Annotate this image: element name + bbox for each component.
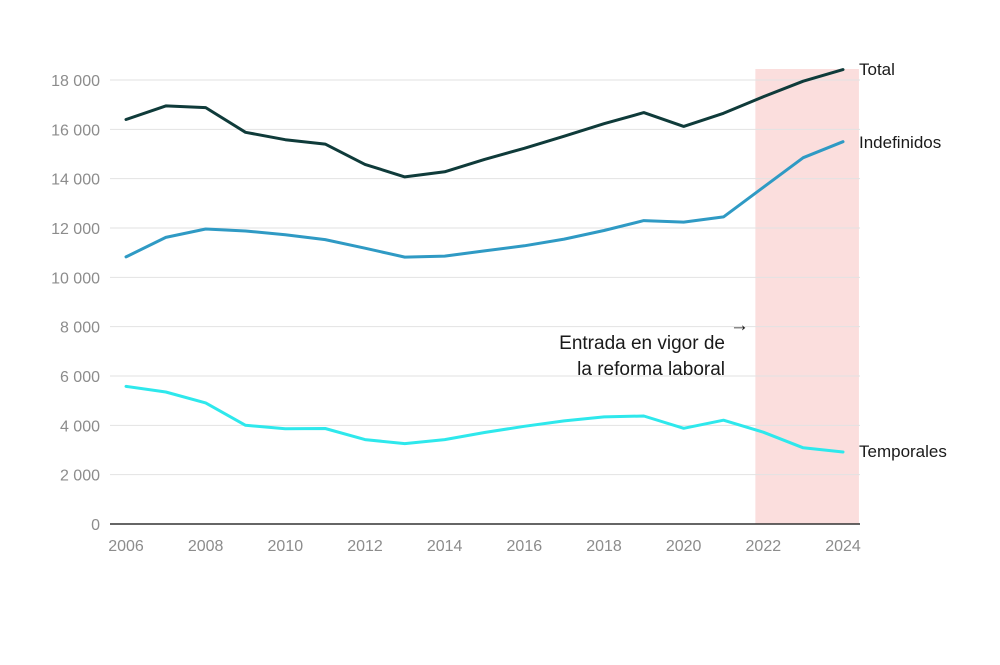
y-tick-label: 12 000: [51, 221, 100, 238]
y-tick-label: 6 000: [60, 369, 100, 386]
series-labels: Total Indefinidos Temporales: [859, 60, 947, 461]
y-axis: 0 2 000 4 000 6 000 8 000 10 000 12 000 14 000 1…: [51, 73, 100, 534]
series-line-total: [124, 68, 845, 179]
y-tick-label: 4 000: [60, 418, 100, 435]
y-tick-label: 0: [91, 517, 100, 534]
annotation-arrow: →: [730, 315, 749, 336]
series-line-indefinidos: [124, 140, 845, 259]
x-tick-label: 2016: [507, 538, 543, 555]
x-axis: 2006 2008 2010 2012 2014 2016 2018 2020 2022 2024: [108, 538, 861, 555]
annotation-line-1: Entrada en vigor de: [559, 333, 725, 354]
x-tick-label: 2010: [268, 538, 304, 555]
x-tick-label: 2006: [108, 538, 144, 555]
y-tick-label: 2 000: [60, 468, 100, 485]
y-tick-label: 14 000: [51, 172, 100, 189]
series-label-indefinidos: Indefinidos: [859, 133, 941, 152]
x-tick-label: 2018: [586, 538, 622, 555]
x-tick-label: 2024: [825, 538, 861, 555]
highlight-band-layer: [755, 69, 859, 524]
series-label-total: Total: [859, 60, 895, 79]
y-tick-label: 8 000: [60, 320, 100, 337]
annotation-line-2: la reforma laboral: [577, 359, 725, 380]
y-tick-label: 10 000: [51, 270, 100, 287]
series-line-temporales: [124, 384, 845, 454]
x-tick-label: 2020: [666, 538, 702, 555]
x-tick-label: 2022: [746, 538, 782, 555]
x-tick-label: 2014: [427, 538, 463, 555]
y-tick-label: 16 000: [51, 122, 100, 139]
y-tick-label: 18 000: [51, 73, 100, 90]
x-tick-label: 2008: [188, 538, 224, 555]
gridlines: [110, 79, 860, 525]
x-tick-label: 2012: [347, 538, 383, 555]
reform-highlight-band: [755, 69, 859, 524]
series-lines: [124, 68, 845, 454]
series-label-temporales: Temporales: [859, 442, 947, 461]
reform-annotation: Entrada en vigor de la reforma laboral →: [559, 315, 749, 380]
